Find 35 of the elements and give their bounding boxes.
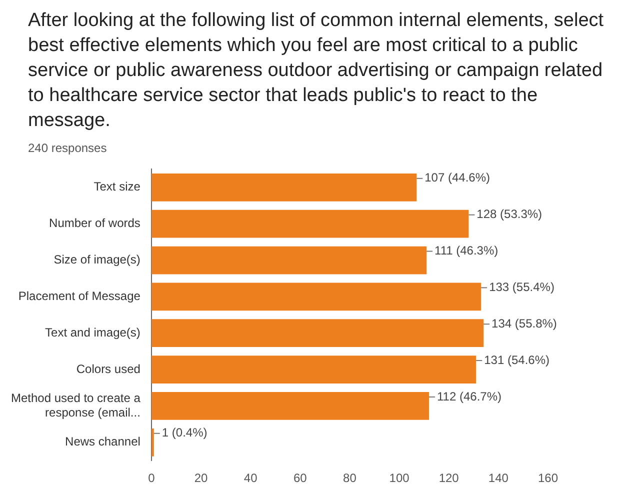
y-tick-label: Size of image(s) (54, 252, 140, 267)
data-label: 107 (44.6%) (424, 170, 490, 185)
data-label: 133 (55.4%) (489, 280, 554, 294)
bar (151, 173, 417, 202)
y-tick-label: Text size (94, 180, 141, 194)
data-label: 128 (53.3%) (476, 207, 542, 222)
x-tick-label: 60 (293, 471, 308, 486)
y-tick-label: Number of words (49, 216, 140, 230)
bar (151, 428, 154, 456)
data-label: 134 (55.8%) (492, 316, 557, 330)
data-label: 111 (46.3%) (434, 244, 498, 258)
bar (151, 319, 484, 348)
y-tick-label: Method used to create a response (email... (10, 391, 141, 420)
bar (151, 356, 476, 384)
x-tick-label: 0 (148, 471, 156, 486)
x-tick-label: 120 (438, 471, 460, 486)
y-tick-label: Text and image(s) (45, 325, 140, 340)
chart-title: After looking at the following list of common internal elements, select best effective elements which you feel are most critical to a public service or public awareness outdoor advertising or campaign related to healthcare service sector that leads public's to react to the message. (28, 9, 605, 133)
bar (151, 392, 430, 420)
x-tick-label: 100 (389, 471, 410, 486)
y-tick-label: Colors used (76, 362, 140, 376)
y-tick-label: News channel (65, 434, 140, 449)
x-tick-label: 160 (538, 471, 558, 486)
x-tick-label: 80 (343, 471, 357, 486)
bar (151, 210, 469, 238)
bar (151, 246, 427, 274)
y-tick-label: Placement of Message (18, 289, 141, 303)
data-label: 1 (0.4%) (162, 426, 208, 440)
data-label: 131 (54.6%) (484, 352, 550, 367)
x-tick-label: 140 (488, 471, 509, 486)
x-tick-label: 40 (244, 471, 258, 486)
data-label: 112 (46.7%) (437, 389, 502, 404)
chart-subtitle: 240 responses (28, 141, 108, 155)
bar (151, 282, 482, 311)
x-tick-label: 20 (194, 471, 208, 486)
